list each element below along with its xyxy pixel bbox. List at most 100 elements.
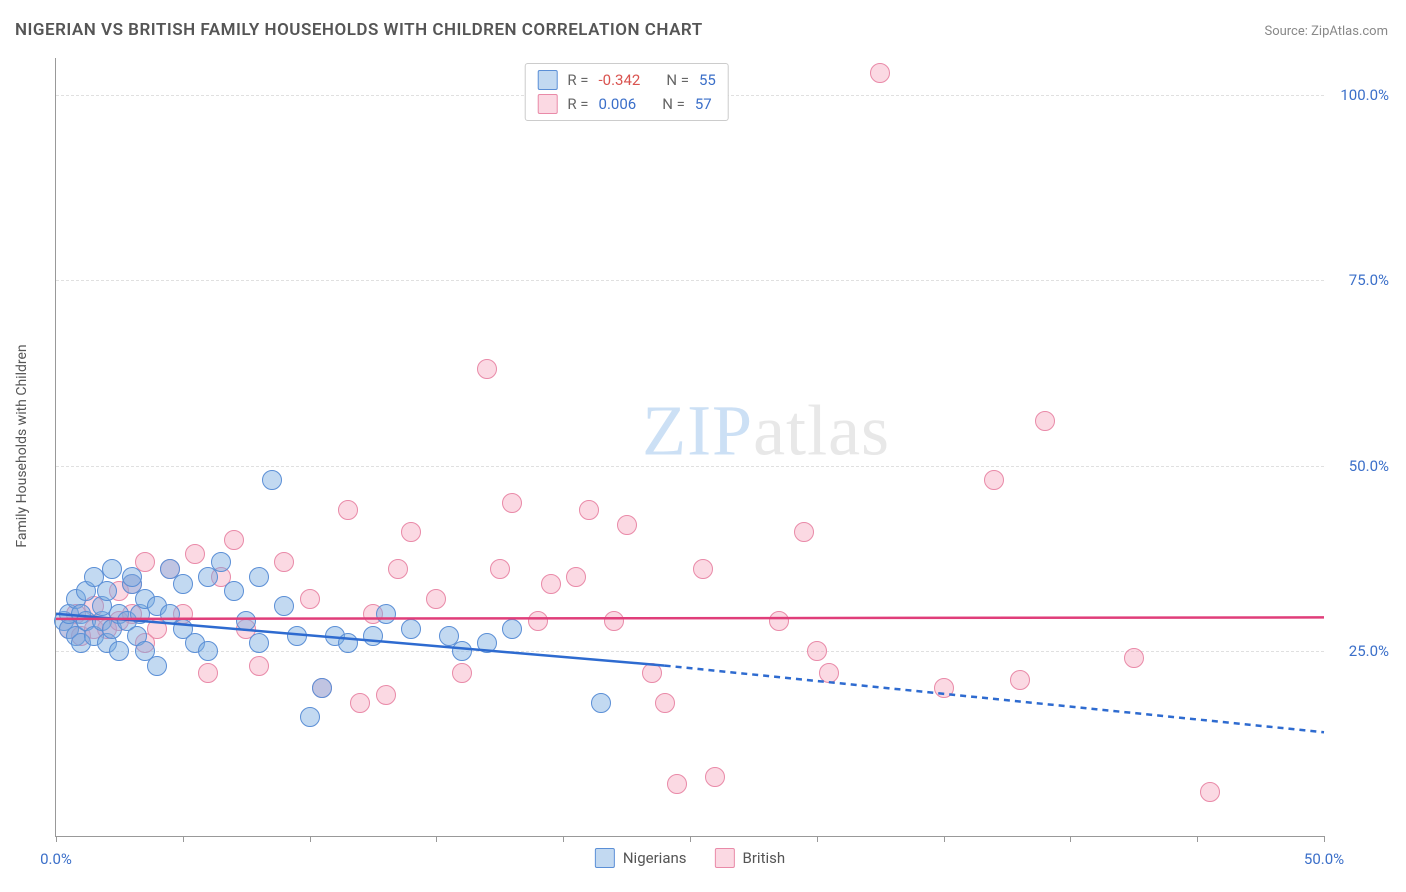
scatter-point-british — [819, 663, 839, 683]
x-tick-mark — [944, 836, 945, 842]
scatter-point-nigerians — [274, 596, 294, 616]
scatter-point-british — [642, 663, 662, 683]
scatter-point-british — [604, 611, 624, 631]
legend-row-british: R = 0.006 N = 57 — [537, 94, 716, 114]
scatter-point-british — [705, 767, 725, 787]
x-tick-mark — [690, 836, 691, 842]
x-tick-mark — [1197, 836, 1198, 842]
scatter-point-british — [452, 663, 472, 683]
n-label: N = — [666, 71, 689, 89]
n-label: N = — [662, 95, 685, 113]
chart-title: NIGERIAN VS BRITISH FAMILY HOUSEHOLDS WI… — [15, 20, 703, 40]
scatter-point-nigerians — [198, 641, 218, 661]
r-label: R = — [567, 95, 588, 113]
x-tick-mark — [183, 836, 184, 842]
scatter-point-british — [426, 589, 446, 609]
scatter-point-nigerians — [97, 581, 117, 601]
scatter-point-nigerians — [502, 619, 522, 639]
scatter-point-nigerians — [211, 552, 231, 572]
y-axis-label: Family Households with Children — [14, 344, 30, 547]
scatter-point-nigerians — [312, 678, 332, 698]
scatter-point-nigerians — [147, 656, 167, 676]
y-tick-label: 25.0% — [1334, 642, 1389, 660]
scatter-point-british — [477, 359, 497, 379]
x-tick-mark — [56, 836, 57, 842]
chart-container: NIGERIAN VS BRITISH FAMILY HOUSEHOLDS WI… — [0, 0, 1406, 892]
scatter-point-british — [224, 530, 244, 550]
scatter-point-nigerians — [109, 641, 129, 661]
scatter-point-nigerians — [591, 693, 611, 713]
scatter-point-british — [249, 656, 269, 676]
scatter-point-british — [934, 678, 954, 698]
source-label: Source: ZipAtlas.com — [1264, 24, 1388, 39]
scatter-point-british — [1035, 411, 1055, 431]
x-tick-mark — [1324, 836, 1325, 842]
scatter-point-nigerians — [477, 633, 497, 653]
trend-lines — [56, 58, 1324, 836]
scatter-point-british — [350, 693, 370, 713]
scatter-point-nigerians — [376, 604, 396, 624]
legend-item-nigerians: Nigerians — [595, 848, 687, 868]
x-tick-label: 50.0% — [1304, 850, 1344, 868]
scatter-point-british — [338, 500, 358, 520]
scatter-point-british — [401, 522, 421, 542]
scatter-point-nigerians — [363, 626, 383, 646]
scatter-point-nigerians — [102, 559, 122, 579]
scatter-point-british — [579, 500, 599, 520]
watermark-zip: ZIP — [642, 391, 753, 471]
scatter-point-british — [984, 470, 1004, 490]
scatter-point-british — [566, 567, 586, 587]
watermark-atlas: atlas — [753, 391, 890, 471]
watermark: ZIPatlas — [642, 390, 890, 473]
x-tick-mark — [310, 836, 311, 842]
r-label: R = — [567, 71, 588, 89]
scatter-point-british — [693, 559, 713, 579]
scatter-point-british — [870, 63, 890, 83]
x-tick-mark — [436, 836, 437, 842]
swatch-british — [715, 848, 735, 868]
x-tick-label: 0.0% — [40, 850, 72, 868]
scatter-point-nigerians — [262, 470, 282, 490]
scatter-point-british — [617, 515, 637, 535]
scatter-point-nigerians — [287, 626, 307, 646]
scatter-point-nigerians — [236, 611, 256, 631]
y-tick-label: 100.0% — [1334, 86, 1389, 104]
swatch-british — [537, 94, 557, 114]
scatter-point-british — [1124, 648, 1144, 668]
r-value-nigerians: -0.342 — [599, 71, 641, 89]
scatter-point-british — [376, 685, 396, 705]
scatter-point-british — [1010, 670, 1030, 690]
trend-line — [665, 666, 1324, 733]
scatter-point-british — [769, 611, 789, 631]
scatter-point-nigerians — [338, 633, 358, 653]
scatter-point-british — [388, 559, 408, 579]
scatter-point-british — [502, 493, 522, 513]
x-tick-mark — [817, 836, 818, 842]
scatter-point-nigerians — [249, 567, 269, 587]
swatch-nigerians — [595, 848, 615, 868]
series-legend: Nigerians British — [595, 848, 785, 868]
scatter-point-nigerians — [173, 574, 193, 594]
scatter-point-nigerians — [224, 581, 244, 601]
n-value-nigerians: 55 — [699, 71, 716, 89]
x-tick-mark — [1070, 836, 1071, 842]
scatter-point-british — [300, 589, 320, 609]
scatter-point-nigerians — [452, 641, 472, 661]
r-value-british: 0.006 — [599, 95, 637, 113]
x-tick-mark — [563, 836, 564, 842]
n-value-british: 57 — [695, 95, 712, 113]
scatter-point-british — [198, 663, 218, 683]
correlation-legend: R = -0.342 N = 55 R = 0.006 N = 57 — [524, 63, 729, 121]
legend-label-british: British — [743, 849, 786, 867]
legend-label-nigerians: Nigerians — [623, 849, 687, 867]
scatter-point-british — [274, 552, 294, 572]
scatter-point-british — [541, 574, 561, 594]
scatter-point-british — [528, 611, 548, 631]
scatter-point-british — [807, 641, 827, 661]
y-tick-label: 75.0% — [1334, 271, 1389, 289]
scatter-point-british — [655, 693, 675, 713]
scatter-point-british — [1200, 782, 1220, 802]
y-tick-label: 50.0% — [1334, 457, 1389, 475]
plot-area: ZIPatlas R = -0.342 N = 55 R = 0.006 N =… — [55, 58, 1324, 837]
swatch-nigerians — [537, 70, 557, 90]
